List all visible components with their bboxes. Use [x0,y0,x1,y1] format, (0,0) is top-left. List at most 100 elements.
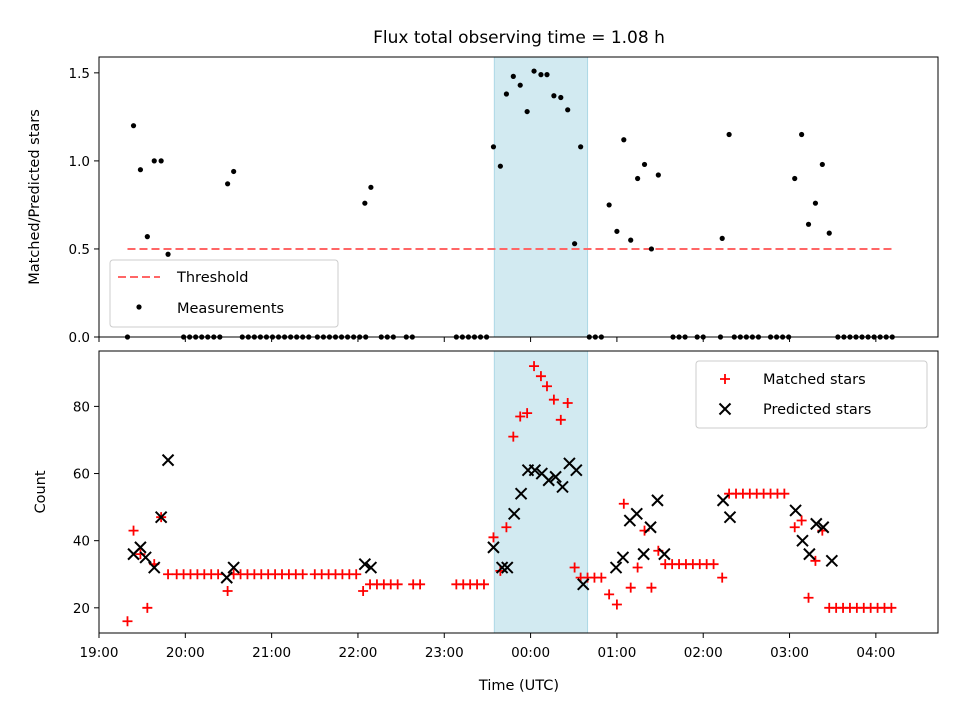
measurement-point [225,181,231,187]
measurement-point [510,73,516,79]
measurement-point [826,230,832,236]
measurement-point [368,184,374,190]
bottom-axes-frame [98,350,939,634]
matched-point [222,586,233,597]
bottom-xlabel: Time (UTC) [478,678,559,694]
predicted-point [542,474,555,487]
measurement-point [726,131,732,138]
matched-point [625,582,636,593]
measurement-point [137,167,144,173]
measurement-point [497,163,503,169]
predicted-point [220,571,233,584]
matched-point [596,572,607,583]
legend-threshold-label: Threshold [176,270,248,286]
predicted-point [514,487,528,500]
predicted-point [723,510,737,524]
predicted-point [556,480,569,494]
legend-predicted-label: Predicted stars [763,402,871,418]
figure-title: Flux total observing time = 1.08 h [373,28,665,48]
matched-point [135,549,146,560]
bottom-y-tick-label: 60 [73,467,90,483]
measurement-point [130,123,137,129]
x-tick-label: 21:00 [252,645,291,661]
matched-point [646,582,657,593]
measurement-point [572,241,578,247]
measurement-point [578,144,584,150]
predicted-point [651,494,664,507]
top-highlight-span [493,56,589,338]
x-tick-label: 04:00 [856,645,895,661]
measurement-point [621,137,627,143]
matched-point [213,569,224,580]
predicted-point [495,561,509,574]
bottom-legend: Matched stars Predicted stars [695,360,928,429]
measurement-point [538,72,544,78]
legend-matched-swatch [720,374,730,384]
matched-point [535,371,546,382]
matched-point [796,515,807,526]
predicted-point [549,470,562,484]
measurement-point [165,251,171,257]
bottom-legend-box [695,360,928,429]
matched-point [128,525,139,536]
bottom-series-1 [127,453,839,591]
top-ylabel: Matched/Predicted stars [27,109,43,285]
measurement-point [531,68,537,74]
matched-point [708,559,719,570]
bottom-panel: 19:00 20:00 21:00 22:00 23:00 00:00 01:00 02:00… [73,350,939,661]
predicted-point [803,547,816,561]
measurement-point [558,94,564,101]
matched-point [548,394,559,405]
predicted-point [637,547,650,561]
measurement-point [158,158,164,164]
legend-predicted-swatch [718,402,732,416]
predicted-point [364,561,378,574]
predicted-point [570,463,583,477]
bottom-series-0 [122,361,897,627]
measurement-point [805,221,812,227]
matched-point [717,572,728,583]
measurement-point [655,172,661,178]
measurement-point [362,200,368,206]
measurement-point [719,235,725,241]
top-panel: 0.0 0.5 1.0 1.5 Threshold Measurements [69,56,939,346]
predicted-point [658,547,671,561]
x-tick-label: 02:00 [684,645,723,661]
measurement-point [551,93,557,99]
x-tick-label: 01:00 [597,645,636,661]
bottom-ylabel: Count [33,470,49,513]
predicted-point [227,561,240,574]
predicted-point [796,534,809,547]
x-tick-label: 03:00 [770,645,809,661]
matched-point [569,562,580,573]
matched-point [415,579,426,590]
measurement-point [799,131,805,138]
measurement-point [641,161,648,168]
measurement-point [544,72,550,78]
matched-point [522,408,533,419]
matched-point [122,616,133,627]
predicted-point [134,541,147,554]
top-axes-frame [98,56,939,338]
predicted-point [148,561,161,574]
matched-point [501,522,512,533]
measurement-point [606,202,612,208]
predicted-point [161,453,175,467]
measurement-point [614,228,620,234]
top-y-tick-label: 0.5 [69,242,90,258]
x-tick-label: 22:00 [338,645,377,661]
matched-point [142,602,153,613]
predicted-point [816,521,830,534]
matched-point [810,555,821,566]
matched-point [488,532,499,543]
bottom-y-tick-label: 40 [73,534,90,550]
predicted-point [528,463,542,477]
measurement-point [231,168,237,175]
measurement-point [812,200,819,206]
matched-point [562,398,573,409]
predicted-point [139,551,152,564]
matched-point [515,411,526,422]
legend-measurements-swatch [136,304,142,310]
predicted-point [358,557,372,571]
matched-point [163,569,174,580]
